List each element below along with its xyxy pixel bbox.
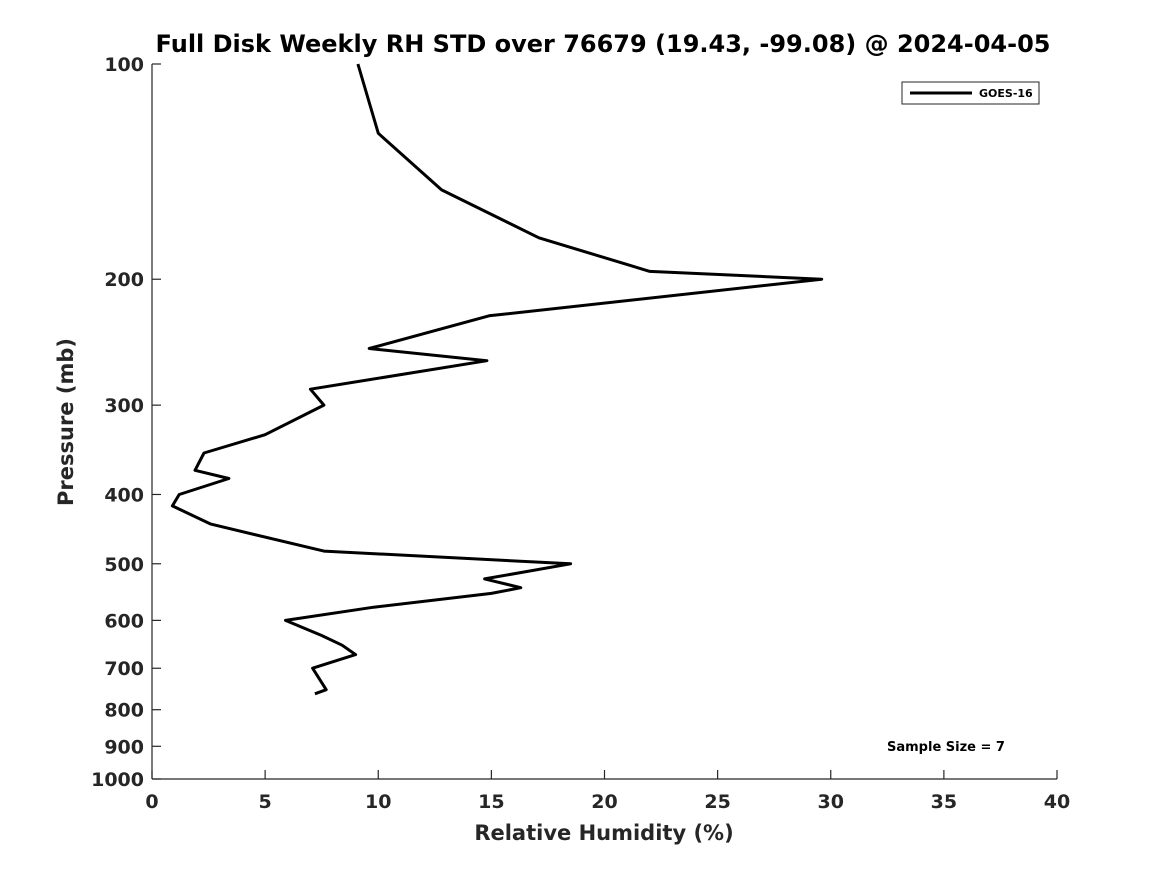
- y-tick-label: 300: [104, 395, 144, 417]
- y-ticks: 100 200 300 400 500 600 700 800 900 1000: [91, 54, 161, 791]
- y-tick-label: 800: [104, 700, 144, 722]
- x-tick-label: 0: [145, 791, 158, 813]
- y-tick-label: 500: [104, 554, 144, 576]
- y-tick-label: 1000: [91, 769, 144, 791]
- x-tick-label: 15: [478, 791, 504, 813]
- x-tick-label: 5: [259, 791, 272, 813]
- sample-size-annotation: Sample Size = 7: [887, 740, 1005, 755]
- x-tick-label: 20: [591, 791, 617, 813]
- x-tick-label: 40: [1044, 791, 1070, 813]
- chart-title: Full Disk Weekly RH STD over 76679 (19.4…: [156, 30, 1051, 58]
- series-line-goes-16: [170, 63, 824, 696]
- y-tick-label: 900: [104, 736, 144, 758]
- x-tick-label: 25: [704, 791, 730, 813]
- y-tick-label: 400: [104, 484, 144, 506]
- x-tick-label: 30: [818, 791, 844, 813]
- legend: GOES-16: [901, 81, 1040, 105]
- series-layer: [170, 63, 824, 696]
- y-tick-label: 100: [104, 54, 144, 76]
- y-tick-label: 200: [104, 269, 144, 291]
- x-tick-label: 10: [365, 791, 391, 813]
- x-tick-label: 35: [931, 791, 957, 813]
- y-tick-label: 700: [104, 658, 144, 680]
- x-ticks: 0 5 10 15 20 25 30 35 40: [145, 770, 1070, 813]
- y-axis-label: Pressure (mb): [54, 338, 78, 506]
- legend-label-goes-16: GOES-16: [979, 87, 1033, 100]
- y-tick-label: 600: [104, 610, 144, 632]
- x-axis-label: Relative Humidity (%): [474, 821, 733, 845]
